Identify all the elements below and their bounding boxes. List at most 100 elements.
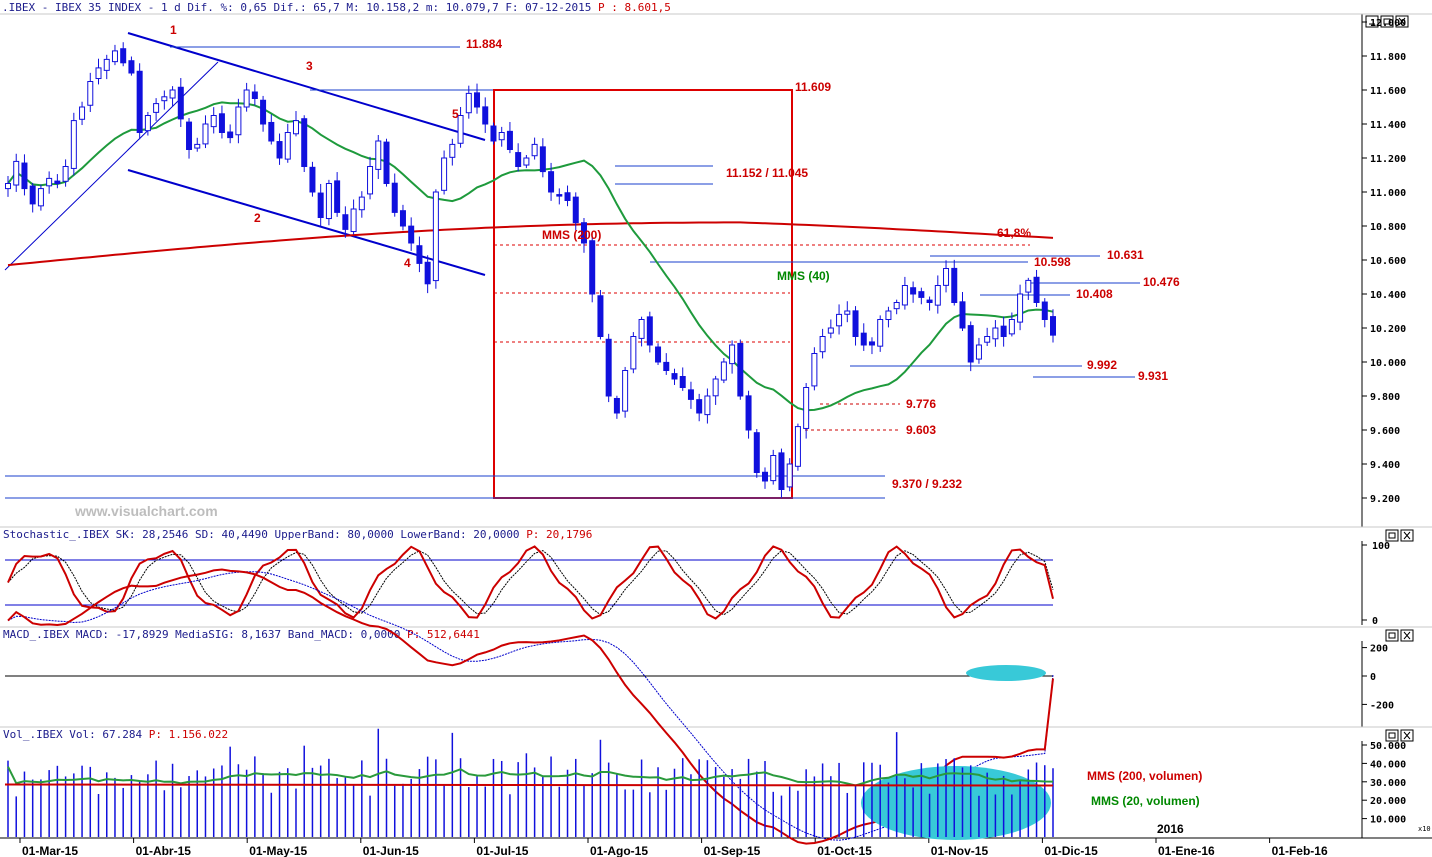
candle-body — [539, 146, 546, 173]
candle — [638, 316, 645, 347]
candle-body — [1025, 279, 1032, 293]
candle — [235, 98, 242, 144]
candle-body — [803, 387, 810, 429]
candle-body — [449, 143, 456, 158]
candle-body — [186, 121, 193, 150]
candle-body — [523, 157, 530, 166]
label-9370: 9.370 / 9.232 — [892, 477, 962, 491]
y-tick-label: 11.400 — [1370, 120, 1406, 131]
candle-body — [128, 60, 135, 74]
candle-body — [367, 166, 374, 195]
candle-body — [868, 341, 875, 346]
stochastic-panel: 100 0 — [5, 541, 1390, 627]
y-tick-label: 40.000 — [1370, 759, 1406, 770]
candle-body — [893, 302, 900, 310]
candle — [786, 458, 793, 492]
candle-body — [260, 99, 267, 125]
candle — [992, 320, 999, 347]
candle-body — [334, 180, 341, 213]
candle-body — [729, 344, 736, 365]
candle — [251, 84, 258, 106]
y-tick-label: -200 — [1370, 700, 1394, 711]
candle-body — [490, 125, 497, 142]
vol-mms20-line — [7, 766, 1054, 787]
candle-body — [992, 327, 999, 340]
candle — [268, 114, 275, 145]
y-tick-label: 11.600 — [1370, 86, 1406, 97]
candle — [243, 82, 250, 112]
candle-body — [350, 208, 357, 233]
candle — [276, 133, 283, 165]
candle-body — [910, 287, 917, 295]
candle — [712, 375, 719, 405]
candle — [498, 126, 505, 147]
label-10408: 10.408 — [1076, 287, 1113, 301]
y-tick-label: 0 — [1372, 616, 1378, 627]
close-icon — [1403, 531, 1411, 540]
candle — [572, 192, 579, 231]
candle — [605, 333, 612, 403]
x-tick-label: 01-Jun-15 — [363, 844, 419, 857]
candle-body — [457, 115, 464, 144]
candle-body — [95, 67, 102, 80]
y-tick-label: 200 — [1370, 644, 1388, 655]
candle — [539, 138, 546, 178]
mms200-line — [7, 221, 1054, 267]
y-tick-label: 9.200 — [1370, 494, 1400, 505]
candle — [720, 357, 727, 384]
candle — [432, 189, 439, 289]
label-9931: 9.931 — [1138, 369, 1168, 383]
maximize-icon — [1388, 732, 1396, 739]
candle-body — [161, 96, 168, 102]
candle-body — [194, 143, 201, 149]
candle — [515, 143, 522, 172]
candle — [803, 382, 810, 439]
candle-body — [655, 346, 662, 363]
candle — [358, 191, 365, 218]
candle — [877, 315, 884, 352]
candle-body — [819, 336, 826, 353]
candle-body — [111, 50, 118, 63]
watermark: www.visualchart.com — [74, 503, 218, 519]
candle — [153, 98, 160, 121]
vol-panel-controls[interactable] — [1385, 729, 1414, 742]
vol-header: Vol_.IBEX Vol: 67.284 P: 1.156.022 — [3, 728, 228, 741]
candle-body — [29, 185, 36, 205]
candle — [663, 353, 670, 375]
candle-body — [498, 132, 505, 141]
candle — [729, 340, 736, 374]
x-tick-label: 01-Abr-15 — [136, 844, 192, 857]
candle-body — [679, 376, 686, 388]
label-11152: 11.152 / 11.045 — [726, 166, 808, 180]
vol-mms200-line — [4, 783, 1054, 787]
candle-body — [13, 160, 20, 186]
y-tick-label: 10.400 — [1370, 290, 1406, 301]
candle — [655, 343, 662, 365]
candle — [984, 327, 991, 346]
candle — [860, 323, 867, 351]
macd-panel-controls[interactable] — [1385, 629, 1414, 642]
candle — [334, 172, 341, 217]
x-tick-label: 01-Jul-15 — [476, 844, 528, 857]
label-11884: 11.884 — [466, 37, 502, 51]
candle-body — [827, 327, 834, 334]
candle — [449, 138, 456, 166]
label-fib-618: 61,8% — [997, 226, 1031, 240]
stoch-panel-controls[interactable] — [1385, 529, 1414, 542]
candle-body — [959, 301, 966, 329]
candle — [1025, 277, 1032, 300]
candle — [317, 183, 324, 227]
candle — [227, 124, 234, 144]
candle — [926, 296, 933, 311]
y-tick-label: 12.000 — [1370, 18, 1406, 29]
candle-body — [465, 92, 472, 114]
candle — [144, 111, 151, 136]
candle — [391, 173, 398, 217]
candle-body — [424, 261, 431, 285]
candle-body — [1008, 319, 1015, 335]
candle — [202, 115, 209, 149]
candle-body — [951, 267, 958, 303]
candle-body — [120, 48, 127, 64]
candle — [111, 44, 118, 66]
candle — [424, 255, 431, 294]
